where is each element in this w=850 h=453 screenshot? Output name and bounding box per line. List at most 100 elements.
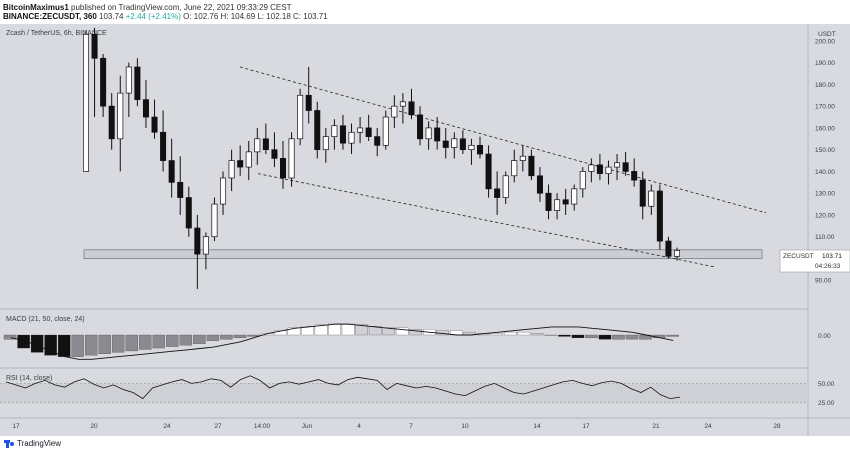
candle-body xyxy=(665,240,672,257)
y-tick-label: 190.00 xyxy=(815,60,835,67)
x-tick-label: 4 xyxy=(357,423,361,430)
candle-body xyxy=(673,250,681,257)
price-label-value: 103.71 xyxy=(822,253,842,260)
candle-body xyxy=(554,199,561,211)
symbol-text: BINANCE:ZECUSDT, 360 xyxy=(3,12,97,21)
macd-histogram-bar xyxy=(84,334,98,356)
currency-label: USDT xyxy=(818,31,836,38)
candle-body xyxy=(117,92,124,140)
candle-body xyxy=(185,197,192,229)
symbol-info: BINANCE:ZECUSDT, 360 103.74 +2.44 (+2.41… xyxy=(3,12,328,21)
x-tick-label: 20 xyxy=(90,423,98,430)
x-tick-label: 14 xyxy=(533,423,541,430)
macd-histogram-bar xyxy=(17,334,30,349)
candle-body xyxy=(459,138,466,151)
y-tick-label: 180.00 xyxy=(815,82,835,89)
macd-label: MACD (21, 50, close, 24) xyxy=(6,316,85,323)
tradingview-logo-text: TradingView xyxy=(17,439,62,448)
candle-body xyxy=(511,160,518,177)
rsi-tick-label: 25.00 xyxy=(818,400,835,407)
candle-body xyxy=(151,116,158,133)
macd-histogram-bar xyxy=(301,326,314,336)
candle-body xyxy=(142,99,149,118)
macd-histogram-bar xyxy=(57,334,71,357)
y-tick-label: 150.00 xyxy=(815,147,835,154)
candle-body xyxy=(100,57,107,107)
candle-body xyxy=(348,131,355,144)
candle-body xyxy=(262,138,269,151)
candle-body xyxy=(605,166,612,174)
author-name: BitcoinMaximus1 xyxy=(3,3,69,12)
y-tick-label: 200.00 xyxy=(815,38,835,45)
candle-body xyxy=(442,140,449,148)
x-tick-label: 21 xyxy=(652,423,660,430)
macd-histogram-bar xyxy=(328,323,341,336)
macd-histogram-bar xyxy=(44,334,57,356)
candle-body xyxy=(271,149,278,159)
footer: TradingView xyxy=(0,436,850,453)
macd-histogram-bar xyxy=(368,326,382,336)
candle-body xyxy=(425,127,432,140)
macd-histogram-bar xyxy=(625,334,639,340)
x-axis-labels: 17 20 24 27 14:00 Jun 4 7 10 14 17 21 24 28 xyxy=(12,423,781,430)
candle-body xyxy=(399,101,406,107)
candle-body xyxy=(588,164,595,172)
macd-histogram-bar xyxy=(152,334,166,349)
published-text: published on TradingView.com, June 22, 2… xyxy=(71,3,292,12)
tradingview-logo[interactable]: TradingView xyxy=(4,439,61,448)
macd-histogram-bar xyxy=(139,334,152,350)
macd-histogram-bar xyxy=(598,334,612,340)
x-tick-label: Jun xyxy=(302,423,313,430)
candle-body xyxy=(211,203,218,238)
publish-info: BitcoinMaximus1 published on TradingView… xyxy=(3,3,291,12)
candle-body xyxy=(545,192,552,211)
macd-histogram-bar xyxy=(166,334,179,347)
x-tick-label: 17 xyxy=(582,423,590,430)
macd-histogram-bar xyxy=(98,334,111,354)
candle-body xyxy=(202,236,209,255)
macd-histogram-bar xyxy=(395,327,409,336)
macd-histogram-bar xyxy=(544,334,558,336)
candle-body xyxy=(476,144,484,155)
candle-body xyxy=(639,179,646,207)
candle-body xyxy=(562,199,569,205)
descending-channel xyxy=(239,66,767,268)
candle-body xyxy=(314,110,321,151)
macd-pane xyxy=(3,323,679,360)
candle-body xyxy=(614,162,621,168)
rsi-label: RSI (14, close) xyxy=(6,375,52,382)
macd-histogram-bar xyxy=(571,334,585,339)
y-tick-label: 90.00 xyxy=(815,278,832,285)
rsi-tick-label: 50.00 xyxy=(818,381,835,388)
candle-body xyxy=(382,116,389,146)
candle-body xyxy=(571,188,578,205)
candle-body xyxy=(648,190,655,207)
macd-histogram-bar xyxy=(558,334,571,337)
channel-lower-line xyxy=(257,173,717,268)
x-tick-label: 28 xyxy=(773,423,781,430)
candle-body xyxy=(305,94,312,111)
candle-body xyxy=(245,151,252,168)
candle-body xyxy=(228,160,235,179)
candle-body xyxy=(656,190,663,242)
rsi-line xyxy=(5,375,681,400)
x-tick-label: 24 xyxy=(163,423,171,430)
candle-body xyxy=(374,136,381,146)
candle-body xyxy=(254,138,261,153)
macd-histogram-bar xyxy=(112,334,125,353)
candle-body xyxy=(391,105,398,118)
macd-histogram-bar xyxy=(382,327,395,336)
candle-body xyxy=(519,155,526,161)
macd-signal-line xyxy=(10,323,674,360)
x-tick-label: 10 xyxy=(461,423,469,430)
x-tick-label: 27 xyxy=(214,423,222,430)
y-tick-label: 160.00 xyxy=(815,125,835,132)
macd-histogram-bar xyxy=(3,334,17,340)
macd-histogram-bar xyxy=(179,334,193,346)
candles xyxy=(82,27,681,289)
macd-histogram-bar xyxy=(287,327,301,336)
candle-body xyxy=(82,34,90,172)
price-chart[interactable]: Zcash / TetherUS, 6h, BINANCE USDT 90.00… xyxy=(0,24,850,436)
macd-histogram-bar xyxy=(612,334,625,340)
macd-histogram-bar xyxy=(490,333,504,336)
